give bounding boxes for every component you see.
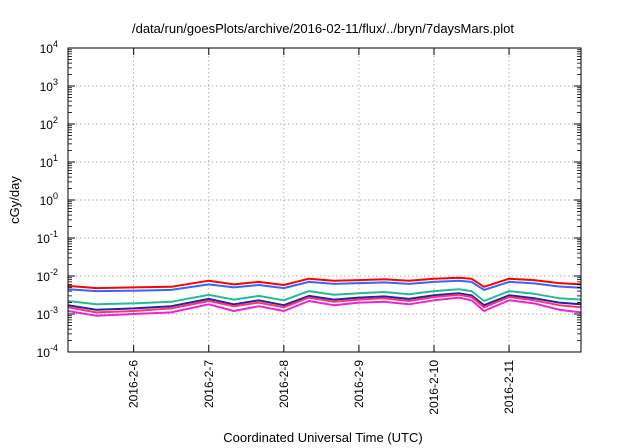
series-line-6	[67, 296, 582, 317]
x-axis-label: Coordinated Universal Time (UTC)	[223, 430, 422, 445]
y-tick-label: 10-4	[37, 343, 58, 360]
x-ticks: 2016-2-6 2016-2-7 2016-2-8 2016-2-9 2016-2-1…	[127, 48, 516, 415]
y-tick-label: 102	[40, 115, 58, 132]
x-tick-label: 2016-2-8	[277, 360, 291, 408]
y-tick-label: 10-3	[37, 305, 58, 322]
series-line-5	[67, 293, 582, 314]
y-tick-label: 10-1	[37, 229, 58, 246]
x-tick-label: 2016-2-10	[427, 360, 441, 415]
y-tick-label: 10-2	[37, 267, 58, 284]
series-line-1	[67, 276, 582, 290]
y-axis-label: cGy/day	[7, 176, 22, 224]
y-grid	[68, 85, 581, 315]
y-tick-label: 103	[40, 77, 58, 94]
y-tick-label: 100	[40, 191, 58, 208]
x-tick-label: 2016-2-11	[502, 360, 516, 414]
series-line-3	[67, 288, 582, 306]
y-tick-label: 104	[40, 39, 58, 56]
series-lines	[67, 276, 582, 317]
x-tick-label: 2016-2-6	[127, 360, 141, 408]
x-tick-label: 2016-2-9	[352, 360, 366, 408]
y-tick-label: 101	[40, 153, 58, 170]
series-line-4	[67, 292, 582, 311]
chart-title: /data/run/goesPlots/archive/2016-02-11/f…	[132, 21, 514, 36]
x-tick-label: 2016-2-7	[202, 360, 216, 408]
series-line-2	[67, 279, 582, 293]
